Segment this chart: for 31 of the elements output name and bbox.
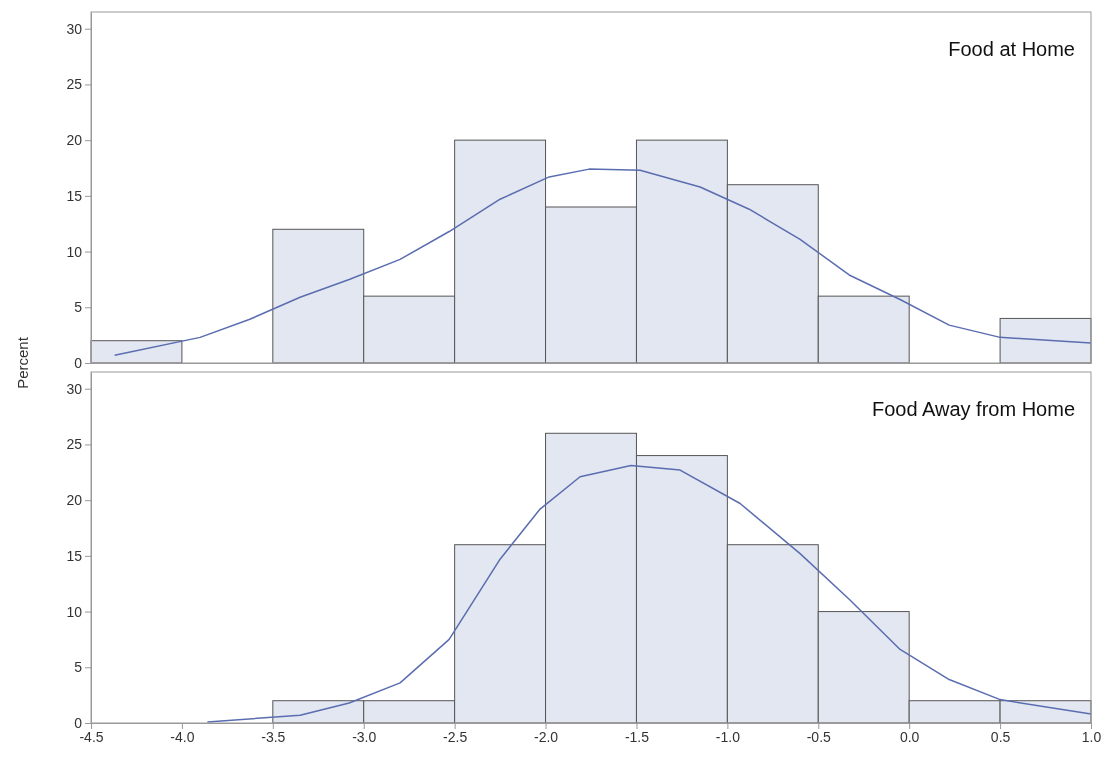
x-tick-label: 1.0 [1081,728,1102,745]
y-tick-label: 20 [66,492,83,509]
x-tick-label: -4.5 [79,728,104,745]
y-tick-label: 5 [74,659,83,676]
y-tick-label: 25 [66,76,83,93]
x-tick-label: -1.5 [624,728,650,745]
y-tick-label: 20 [66,132,83,149]
x-tick-label: -2.0 [533,728,559,745]
line-series [113,168,1092,356]
y-axis-title: Percent [14,336,31,389]
x-tick-label: 0.5 [990,728,1011,745]
x-tick-label: -2.5 [443,728,468,745]
y-tick-label: 0 [74,354,83,371]
y-tick-label: 30 [66,380,83,397]
y-tick-label: 0 [74,714,83,731]
y-tick-label: 30 [66,20,83,37]
y-tick-label: 25 [66,436,83,453]
text: Food Away from Home [871,398,1075,420]
x-tick-label: -1.0 [715,728,741,745]
y-tick-label: 10 [66,603,83,620]
text: Food at Home [948,38,1075,60]
y-tick-label: 15 [66,547,83,564]
line-series [206,464,1092,723]
y-tick-label: 15 [66,187,83,204]
y-tick-label: 10 [66,243,83,260]
x-tick-label: 0.0 [899,728,920,745]
x-tick-label: -3.0 [352,728,377,745]
x-tick-label: -3.5 [261,728,286,745]
x-tick-label: -0.5 [806,728,832,745]
y-tick-label: 5 [74,299,83,316]
x-tick-label: -4.0 [170,728,195,745]
